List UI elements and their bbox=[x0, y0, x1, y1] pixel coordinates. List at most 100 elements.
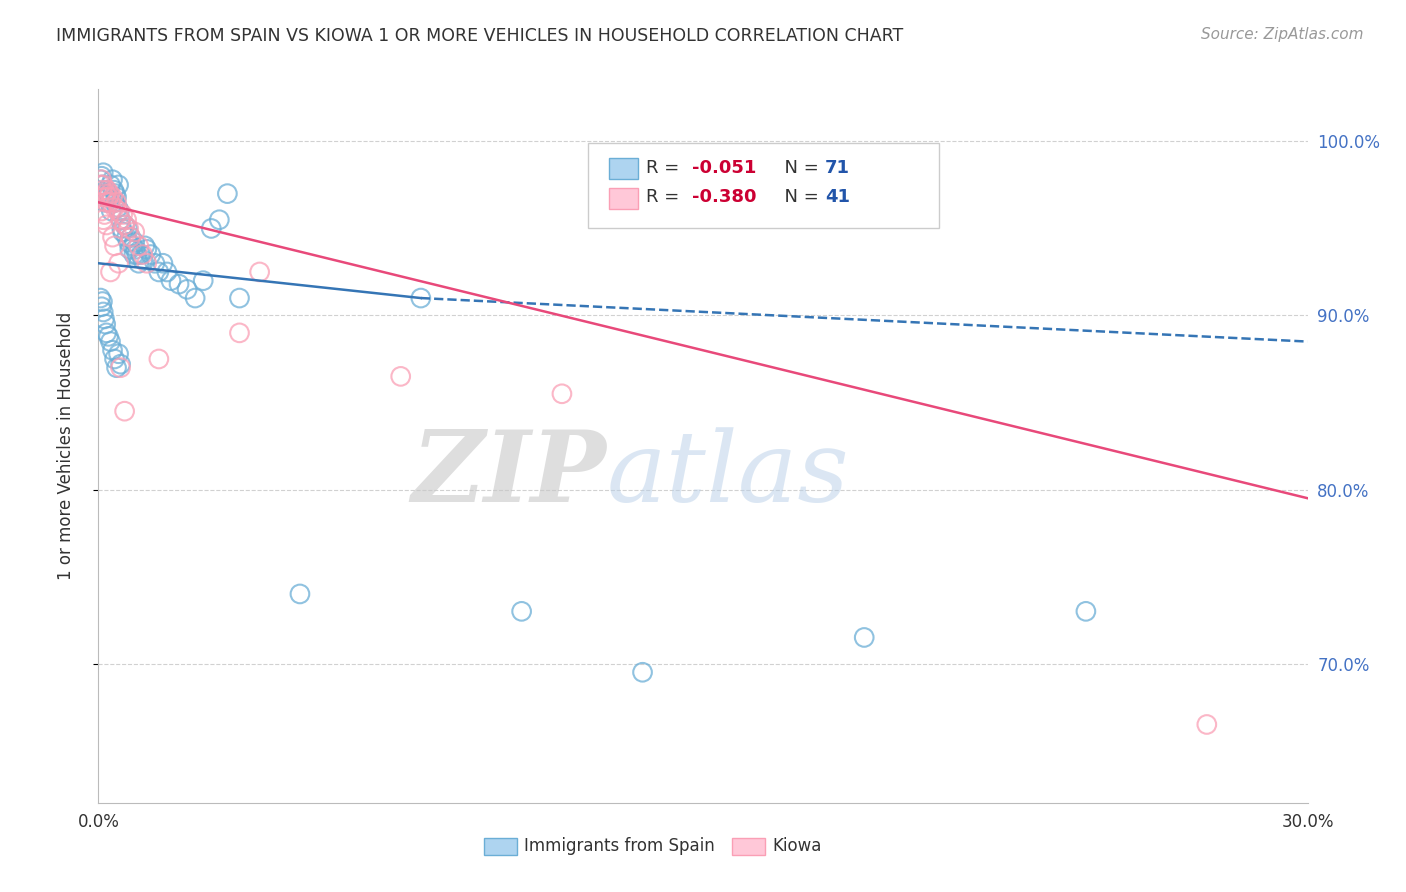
Point bbox=[101, 230, 124, 244]
Point bbox=[100, 178, 122, 192]
Point bbox=[103, 183, 125, 197]
Point bbox=[114, 218, 136, 232]
Text: R =: R = bbox=[647, 188, 685, 206]
Text: 71: 71 bbox=[825, 159, 851, 177]
Point bbox=[118, 243, 141, 257]
Point bbox=[96, 195, 118, 210]
Point bbox=[117, 221, 139, 235]
Point bbox=[148, 265, 170, 279]
Point bbox=[631, 665, 654, 680]
Point bbox=[288, 587, 311, 601]
Point bbox=[91, 212, 114, 227]
Point bbox=[96, 183, 118, 197]
Point bbox=[208, 212, 231, 227]
FancyBboxPatch shape bbox=[588, 143, 939, 228]
Point bbox=[89, 291, 111, 305]
Text: ZIP: ZIP bbox=[412, 426, 606, 523]
Point bbox=[118, 235, 141, 250]
Text: Immigrants from Spain: Immigrants from Spain bbox=[524, 838, 714, 855]
Point bbox=[90, 169, 112, 184]
Point bbox=[160, 274, 183, 288]
Point bbox=[91, 178, 114, 192]
Point bbox=[98, 195, 121, 210]
Point bbox=[94, 317, 117, 331]
FancyBboxPatch shape bbox=[609, 158, 638, 179]
Point bbox=[1074, 604, 1097, 618]
Point bbox=[121, 239, 143, 253]
Point bbox=[103, 351, 125, 366]
Point bbox=[139, 247, 162, 261]
Point bbox=[132, 247, 155, 261]
Point bbox=[103, 201, 125, 215]
FancyBboxPatch shape bbox=[609, 187, 638, 209]
Point bbox=[115, 212, 138, 227]
Point bbox=[89, 178, 111, 192]
FancyBboxPatch shape bbox=[733, 838, 765, 855]
Point bbox=[101, 343, 124, 358]
Point bbox=[108, 204, 131, 219]
Point bbox=[100, 334, 122, 349]
Point bbox=[103, 239, 125, 253]
Text: -0.051: -0.051 bbox=[692, 159, 756, 177]
Point bbox=[134, 239, 156, 253]
Point bbox=[124, 225, 146, 239]
Point bbox=[110, 360, 132, 375]
Point bbox=[128, 239, 150, 253]
Point bbox=[100, 204, 122, 219]
Point bbox=[107, 347, 129, 361]
Point bbox=[101, 190, 124, 204]
Point bbox=[156, 265, 179, 279]
Point bbox=[89, 172, 111, 186]
Point bbox=[103, 195, 125, 210]
Point bbox=[90, 172, 112, 186]
Point bbox=[510, 604, 533, 618]
FancyBboxPatch shape bbox=[484, 838, 517, 855]
Point bbox=[105, 195, 128, 210]
Point bbox=[167, 277, 190, 292]
Point bbox=[107, 204, 129, 219]
Point bbox=[200, 221, 222, 235]
Point bbox=[115, 230, 138, 244]
Point bbox=[107, 256, 129, 270]
Point bbox=[91, 305, 114, 319]
Point bbox=[124, 235, 146, 250]
Point bbox=[122, 247, 145, 261]
Point bbox=[128, 256, 150, 270]
Point bbox=[100, 265, 122, 279]
Point bbox=[110, 357, 132, 371]
Point bbox=[249, 265, 271, 279]
Point bbox=[111, 207, 134, 221]
Point bbox=[120, 230, 142, 244]
Point bbox=[105, 190, 128, 204]
Point bbox=[91, 166, 114, 180]
Point bbox=[111, 221, 134, 235]
Point bbox=[96, 190, 118, 204]
Point bbox=[90, 300, 112, 314]
Point bbox=[228, 326, 250, 340]
Point bbox=[118, 221, 141, 235]
Point bbox=[143, 256, 166, 270]
Point bbox=[184, 291, 207, 305]
Point bbox=[110, 212, 132, 227]
Point bbox=[111, 225, 134, 239]
Text: atlas: atlas bbox=[606, 427, 849, 522]
Point bbox=[228, 291, 250, 305]
Text: R =: R = bbox=[647, 159, 685, 177]
Point bbox=[129, 247, 152, 261]
Point bbox=[132, 252, 155, 267]
Point bbox=[389, 369, 412, 384]
Point bbox=[94, 186, 117, 201]
Point bbox=[120, 230, 142, 244]
Text: N =: N = bbox=[773, 159, 825, 177]
Point bbox=[125, 247, 148, 261]
Point bbox=[217, 186, 239, 201]
Point bbox=[93, 312, 115, 326]
Point bbox=[853, 631, 876, 645]
Point bbox=[97, 190, 120, 204]
Point bbox=[114, 218, 136, 232]
Point bbox=[409, 291, 432, 305]
Point bbox=[193, 274, 215, 288]
Text: -0.380: -0.380 bbox=[692, 188, 756, 206]
Point bbox=[90, 204, 112, 219]
Point bbox=[96, 218, 118, 232]
